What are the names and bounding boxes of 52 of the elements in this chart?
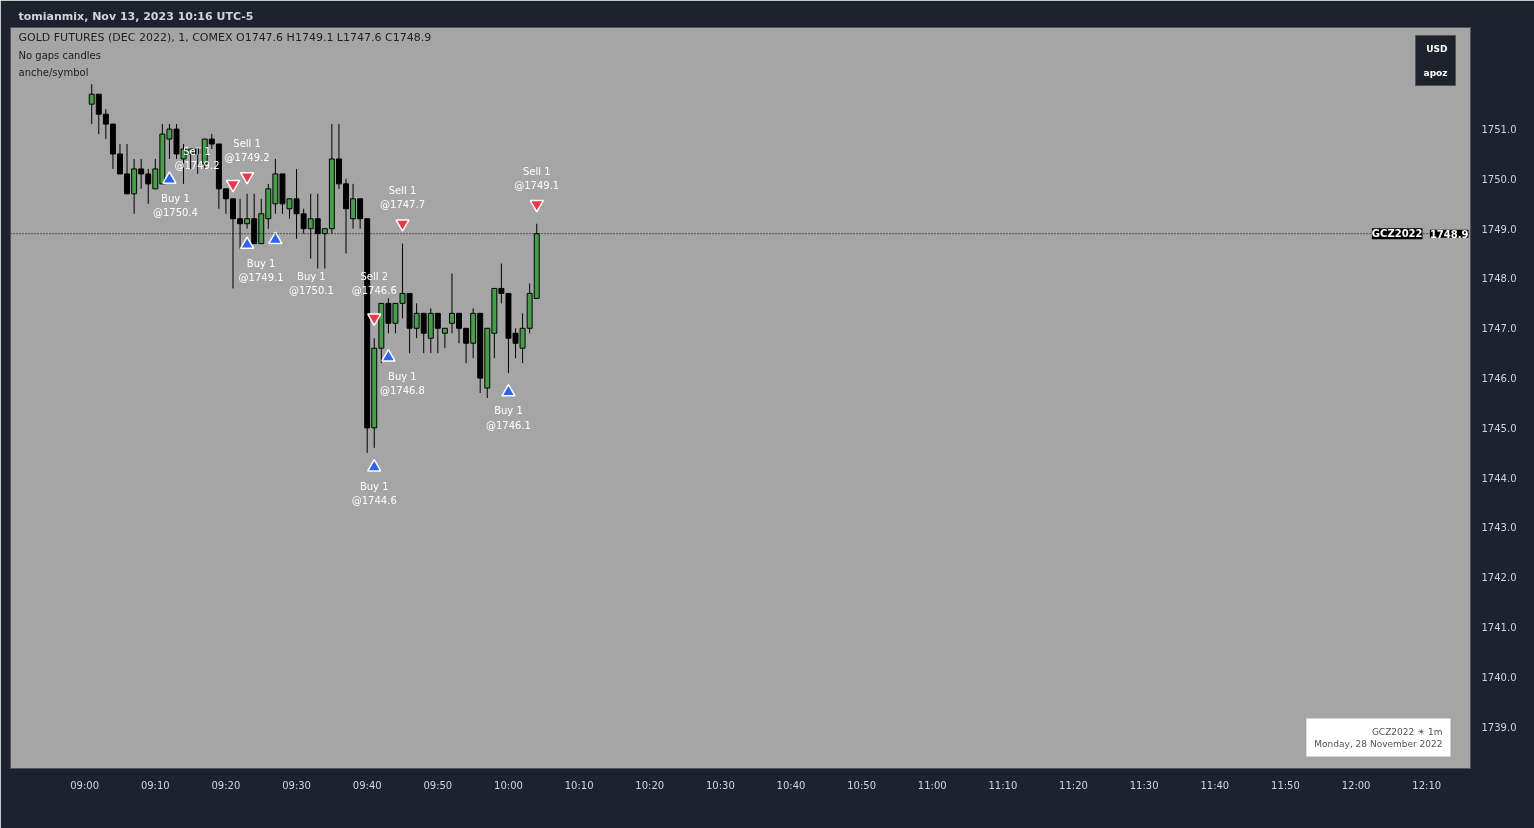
y-tick-label: 1743.0 — [1481, 522, 1517, 534]
x-tick-label: 11:00 — [917, 779, 947, 791]
x-tick-label: 09:50 — [423, 779, 453, 791]
x-tick-label: 12:10 — [1412, 779, 1442, 791]
x-tick-label: 09:10 — [140, 779, 170, 791]
y-tick-label: 1742.0 — [1481, 572, 1517, 584]
data-label: Sell 1 @1749.1 — [514, 165, 560, 191]
y-tick-label: 1739.0 — [1481, 721, 1517, 733]
data-label: Sell 1 @1747.7 — [380, 185, 426, 211]
x-tick-label: 10:00 — [494, 779, 523, 791]
y-tick-label: 1741.0 — [1481, 622, 1517, 634]
annotation: 1748.9 — [1429, 228, 1469, 240]
x-tick-label: 11:30 — [1129, 779, 1159, 791]
text: tomianmix, Nov 13, 2023 10:16 UTC-5 — [18, 9, 254, 23]
data-label: Buy 1 @1750.1 — [288, 270, 334, 297]
data-label: Buy 1 @1750.4 — [152, 192, 198, 219]
y-tick-label: 1747.0 — [1481, 323, 1517, 335]
data-label: Buy 1 @1746.1 — [485, 405, 531, 431]
x-tick-label: 09:40 — [352, 779, 382, 791]
annotation: GCZ2022 ☀ 1m — [1371, 726, 1443, 737]
chart-title: GOLD FUTURES (DEC 2022), 1, COMEX O1747.6 H1749.1 L1747.6 C1748.9 — [18, 30, 432, 44]
y-tick-label: 1745.0 — [1481, 422, 1517, 434]
x-tick-label: 11:50 — [1271, 779, 1300, 791]
x-tick-label: 09:20 — [211, 779, 241, 791]
x-tick-label: 10:30 — [705, 779, 735, 791]
x-tick-label: 11:10 — [988, 779, 1018, 791]
y-tick-label: 1751.0 — [1481, 124, 1517, 136]
y-tick-label: 1744.0 — [1481, 472, 1517, 484]
annotation: No gaps candles — [18, 49, 101, 61]
annotation: apoz — [1423, 67, 1448, 78]
data-label: Buy 1 @1749.1 — [238, 257, 284, 284]
data-label: Buy 1 @1746.8 — [379, 370, 425, 396]
x-tick-label: 10:10 — [564, 779, 594, 791]
annotation: Monday, 28 November 2022 — [1314, 738, 1443, 749]
x-tick-label: 11:20 — [1059, 779, 1088, 791]
annotation: USD — [1426, 43, 1448, 54]
x-tick-label: 09:30 — [282, 779, 311, 791]
ref-line-label: GCZ2022 — [1371, 228, 1423, 240]
annotation: anche/symbol — [18, 66, 89, 78]
x-tick-label: 10:40 — [776, 779, 806, 791]
x-tick-label: 12:00 — [1341, 779, 1371, 791]
y-tick-label: 1749.0 — [1481, 223, 1517, 235]
x-tick-label: 11:40 — [1200, 779, 1230, 791]
x-tick-label: 10:50 — [847, 779, 877, 791]
data-label: Sell 1 @1749.2 — [224, 137, 270, 164]
y-tick-label: 1746.0 — [1481, 373, 1517, 385]
data-label: Buy 1 @1744.6 — [351, 480, 397, 506]
x-tick-label: 09:00 — [70, 779, 100, 791]
y-tick-label: 1740.0 — [1481, 671, 1517, 683]
y-tick-label: 1748.0 — [1481, 273, 1517, 285]
x-tick-label: 10:20 — [635, 779, 665, 791]
y-tick-label: 1750.0 — [1481, 173, 1517, 185]
